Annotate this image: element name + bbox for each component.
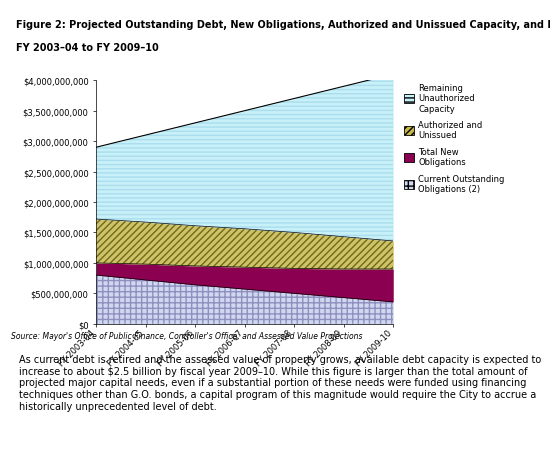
Legend: Remaining
Unauthorized
Capacity, Authorized and
Unissued, Total New
Obligations,: Remaining Unauthorized Capacity, Authori… xyxy=(403,83,505,194)
Text: As current debt is retired and the assessed value of property grows, available d: As current debt is retired and the asses… xyxy=(19,355,541,411)
Text: Source: Mayor's Office of Public Finance, Controller's Office, and Assessed Valu: Source: Mayor's Office of Public Finance… xyxy=(11,331,362,340)
Text: FY 2003–04 to FY 2009–10: FY 2003–04 to FY 2009–10 xyxy=(16,44,159,53)
Text: Figure 2: Projected Outstanding Debt, New Obligations, Authorized and Unissued C: Figure 2: Projected Outstanding Debt, Ne… xyxy=(16,20,550,30)
